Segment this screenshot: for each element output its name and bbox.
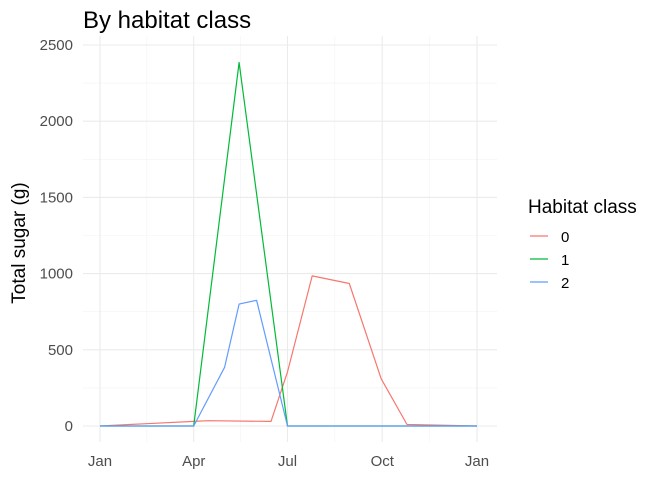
- legend-label-2: 2: [561, 275, 569, 292]
- chart-title: By habitat class: [83, 7, 251, 34]
- plot-grid: [83, 36, 497, 442]
- series-line-1: [100, 61, 477, 427]
- x-tick-label: Oct: [371, 453, 395, 470]
- x-tick-label: Jul: [278, 453, 297, 470]
- legend-label-0: 0: [561, 229, 569, 246]
- series-line-0: [99, 275, 478, 427]
- y-tick-labels: 0 500 1000 1500 2000 2500: [40, 37, 73, 435]
- legend-title: Habitat class: [528, 197, 637, 218]
- x-tick-label: Jan: [88, 453, 112, 470]
- y-tick-label: 0: [65, 418, 73, 435]
- series-line-2: [100, 299, 477, 427]
- plot-lines: [99, 61, 478, 427]
- y-tick-label: 500: [48, 342, 73, 359]
- y-tick-label: 2500: [40, 37, 73, 54]
- y-tick-label: 1500: [40, 189, 73, 206]
- legend-label-1: 1: [561, 252, 569, 269]
- y-tick-label: 2000: [40, 113, 73, 130]
- y-axis-title: Total sugar (g): [9, 182, 30, 303]
- x-tick-label: Jan: [465, 453, 489, 470]
- y-tick-label: 1000: [40, 266, 73, 283]
- x-tick-label: Apr: [182, 453, 205, 470]
- x-tick-labels: Jan Apr Jul Oct Jan: [88, 453, 489, 470]
- legend: Habitat class 0 1 2: [528, 197, 637, 292]
